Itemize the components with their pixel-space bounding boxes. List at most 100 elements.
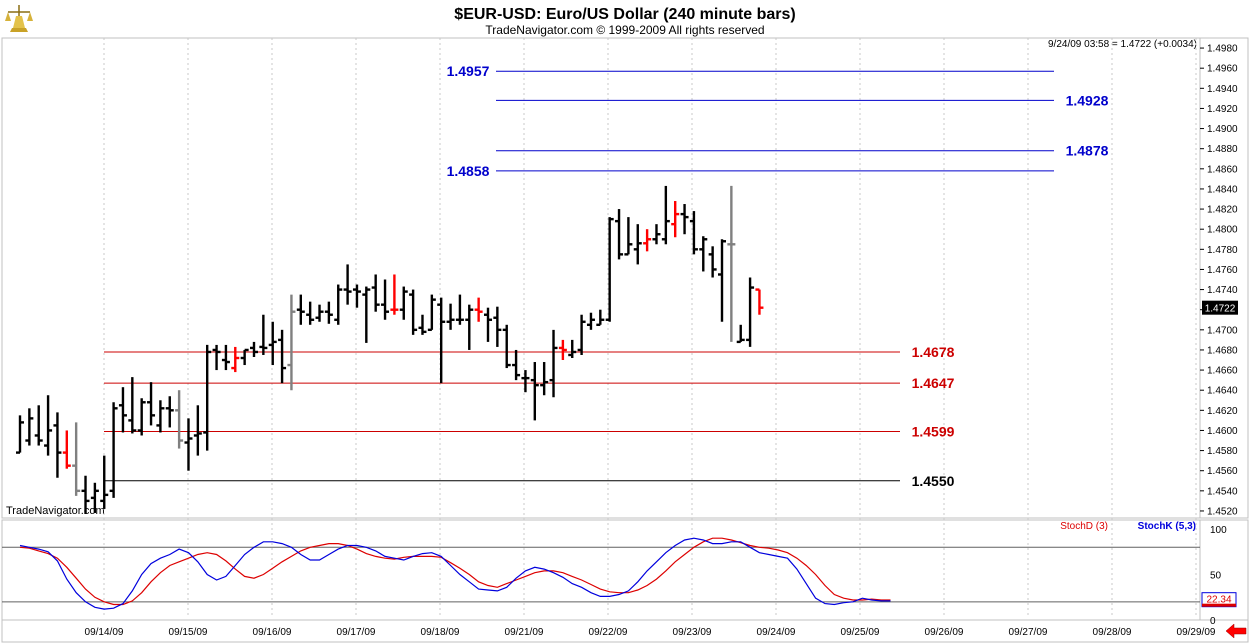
ohlc-bar <box>652 224 661 245</box>
ohlc-bar <box>558 339 567 361</box>
ohlc-bar <box>240 348 249 366</box>
price-level-label: 1.4878 <box>1066 143 1109 159</box>
ohlc-bar <box>755 288 764 315</box>
date-tick-label: 09/26/09 <box>925 627 964 638</box>
ohlc-bar <box>278 329 287 384</box>
date-tick-label: 09/21/09 <box>505 627 544 638</box>
stoch-tick-label: 50 <box>1210 571 1222 582</box>
legend-stoch-k: StochK (5,3) <box>1138 521 1196 532</box>
ohlc-bar <box>137 398 146 436</box>
ohlc-bar <box>315 304 324 322</box>
price-axis-frame <box>1199 37 1249 519</box>
price-tick-label: 1.4820 <box>1207 205 1238 216</box>
price-level-label: 1.4678 <box>912 344 955 360</box>
stoch-tick-label: 0 <box>1210 616 1216 627</box>
price-level-label: 1.4550 <box>912 473 955 489</box>
ohlc-bar <box>484 307 492 342</box>
scroll-right-arrow-icon[interactable] <box>1225 623 1247 639</box>
ohlc-bar <box>493 306 502 347</box>
ohlc-bar <box>577 314 586 355</box>
ohlc-bar <box>118 387 127 433</box>
ohlc-bar <box>334 284 343 325</box>
ohlc-bar <box>53 412 62 478</box>
ohlc-bar <box>418 314 427 335</box>
stoch-tick-label: 100 <box>1210 525 1227 536</box>
ohlc-bar <box>306 301 315 325</box>
price-tick-label: 1.4520 <box>1207 506 1238 517</box>
price-tick-label: 1.4780 <box>1207 245 1238 256</box>
ohlc-bar <box>175 390 184 449</box>
stoch-last-label: 22.34 <box>1206 595 1231 606</box>
ohlc-bar <box>352 284 361 308</box>
price-level-label: 1.4647 <box>912 375 955 391</box>
price-tick-label: 1.4660 <box>1207 366 1238 377</box>
ohlc-bar <box>212 344 221 371</box>
ohlc-bar <box>62 430 71 469</box>
price-tick-label: 1.4960 <box>1207 64 1238 75</box>
ohlc-bar <box>643 229 652 252</box>
ohlc-bar <box>81 475 90 514</box>
date-tick-label: 09/27/09 <box>1009 627 1048 638</box>
ohlc-bars <box>16 185 764 514</box>
price-tick-label: 1.4620 <box>1207 406 1238 417</box>
date-tick-label: 09/28/09 <box>1093 627 1132 638</box>
ohlc-bar <box>259 314 268 355</box>
ohlc-bar <box>371 274 380 312</box>
price-tick-label: 1.4840 <box>1207 184 1238 195</box>
price-level-label: 1.4957 <box>447 63 490 79</box>
ohlc-bar <box>624 217 633 256</box>
price-tick-label: 1.4880 <box>1207 144 1238 155</box>
ohlc-bar <box>287 294 296 391</box>
stochastic-panel: 100 50 0 StochD (3) StochK (5,3) 22.34 <box>2 521 1237 627</box>
ohlc-bar <box>427 294 436 332</box>
ohlc-bar <box>203 344 212 451</box>
legend-stoch-d: StochD (3) <box>1060 521 1108 532</box>
ohlc-bar <box>605 217 614 322</box>
price-tick-label: 1.4760 <box>1207 265 1238 276</box>
ohlc-bar <box>72 422 81 496</box>
price-tick-label: 1.4860 <box>1207 164 1238 175</box>
price-tick-label: 1.4980 <box>1207 44 1238 55</box>
price-panel-frame <box>1 37 1201 519</box>
price-tick-label: 1.4540 <box>1207 486 1238 497</box>
date-tick-label: 09/24/09 <box>757 627 796 638</box>
chart-title: $EUR-USD: Euro/US Dollar (240 minute bar… <box>454 6 795 23</box>
price-levels: 1.4957 1.4928 1.4878 1.4858 1.4678 1.4647 1.45… <box>104 63 1109 489</box>
ohlc-bar <box>736 324 745 344</box>
ohlc-bar <box>568 339 577 358</box>
ohlc-bar <box>296 294 305 325</box>
ohlc-bar <box>409 289 418 335</box>
ohlc-bar <box>521 370 530 393</box>
ohlc-bar <box>718 239 726 322</box>
price-tick-label: 1.4600 <box>1207 426 1238 437</box>
price-tick-label: 1.4900 <box>1207 124 1238 135</box>
price-tick-label: 1.4940 <box>1207 84 1238 95</box>
price-tick-label: 1.4580 <box>1207 446 1238 457</box>
ohlc-bar <box>231 346 240 373</box>
copyright-text: TradeNavigator.com © 1999-2009 All right… <box>485 23 764 37</box>
ohlc-bar <box>474 297 483 322</box>
ohlc-bar <box>671 201 680 238</box>
ohlc-bar <box>530 362 539 421</box>
ohlc-bar <box>165 396 174 428</box>
ohlc-bar <box>680 204 689 235</box>
last-price-badge <box>1202 300 1238 315</box>
ohlc-bar <box>184 418 193 471</box>
watermark-text: TradeNavigator.com <box>6 505 105 517</box>
ohlc-bar <box>324 301 333 324</box>
price-tick-label: 1.4740 <box>1207 285 1238 296</box>
ohlc-bar <box>381 279 390 320</box>
ohlc-bar <box>699 236 708 272</box>
price-level-label: 1.4858 <box>447 163 490 179</box>
price-level-label: 1.4599 <box>912 423 955 439</box>
ohlc-bar <box>390 274 399 315</box>
ohlc-bar <box>437 297 446 384</box>
price-tick-label: 1.4560 <box>1207 466 1238 477</box>
ohlc-bar <box>268 321 277 366</box>
stoch-last-badge-underline <box>1202 603 1236 607</box>
date-tick-label: 09/22/09 <box>589 627 628 638</box>
price-axis: 1.4520 1.4540 1.4560 1.4580 1.4600 1.4620 1.46… <box>1200 44 1238 517</box>
ohlc-bar <box>221 344 230 371</box>
price-tick-label: 1.4640 <box>1207 386 1238 397</box>
